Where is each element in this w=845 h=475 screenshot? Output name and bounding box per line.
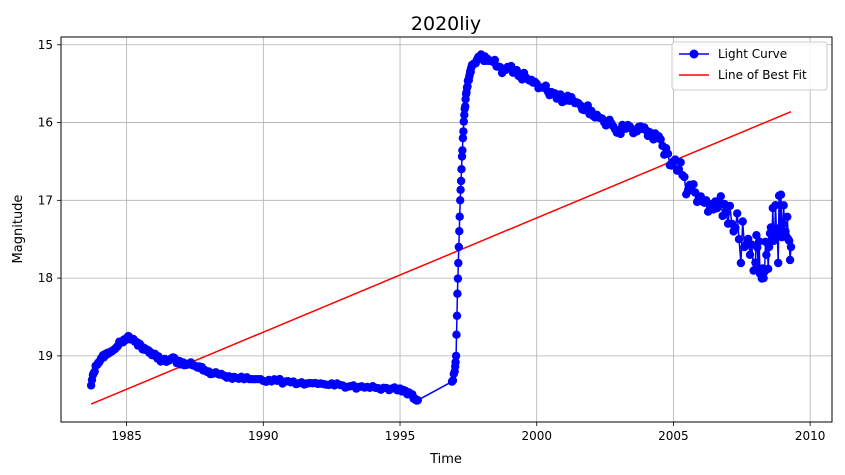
light-curve-point <box>751 258 760 267</box>
light-curve-point <box>456 196 465 205</box>
light-curve-point <box>771 201 780 210</box>
light-curve-point <box>458 133 468 143</box>
light-curve-point <box>731 223 740 233</box>
light-curve-point <box>663 149 673 158</box>
y-tick-label: 16 <box>38 116 53 130</box>
light-curve-point <box>448 376 458 385</box>
line-of-best-fit <box>90 110 792 405</box>
light-curve-point <box>736 258 746 268</box>
light-curve-point <box>460 110 469 120</box>
light-curve-point <box>461 102 470 111</box>
y-tick-label: 15 <box>38 38 53 52</box>
legend: Light Curve Line of Best Fit <box>671 41 828 91</box>
light-curve-point <box>783 212 792 221</box>
light-curve-point <box>456 176 466 186</box>
y-axis-ticks: 15 16 17 18 19 <box>38 38 61 363</box>
legend-light-curve-marker <box>689 49 699 59</box>
x-tick-label: 1990 <box>248 429 279 443</box>
x-tick-label: 2000 <box>521 429 552 443</box>
light-curve-line <box>90 52 792 402</box>
light-curve-point <box>734 235 744 244</box>
light-curve-point <box>754 237 764 246</box>
light-curve-point <box>759 273 768 283</box>
x-tick-label: 2005 <box>658 429 689 443</box>
y-tick-label: 19 <box>38 349 53 363</box>
light-curve-point <box>689 180 698 189</box>
light-curve-point <box>456 185 465 194</box>
light-curve-point <box>733 209 742 218</box>
light-curve-point <box>457 165 466 174</box>
light-curve-point <box>785 255 795 265</box>
fit-line <box>90 110 792 405</box>
light-curve-point <box>452 311 462 320</box>
light-curve-series <box>86 50 796 405</box>
light-curve-point <box>490 55 499 65</box>
legend-fit-label: Line of Best Fit <box>718 68 807 82</box>
light-curve-point <box>458 146 467 155</box>
light-curve-point <box>725 201 735 211</box>
light-curve-point <box>459 127 468 136</box>
light-curve-point <box>786 242 796 252</box>
legend-light-curve-label: Light Curve <box>718 47 787 61</box>
light-curve-point <box>774 258 783 268</box>
light-curve-point <box>455 212 464 221</box>
light-curve-point <box>676 158 685 167</box>
light-curve-point <box>656 135 665 144</box>
plot-frame <box>60 36 833 423</box>
light-curve-point <box>680 172 689 182</box>
light-curve-point <box>454 258 463 268</box>
x-axis-label: Time <box>429 452 462 467</box>
x-axis-ticks: 1985 1990 1995 2000 2005 2010 <box>111 422 825 443</box>
x-tick-label: 1985 <box>111 429 142 443</box>
chart-title: 2020liy <box>411 13 481 35</box>
y-tick-label: 18 <box>38 271 53 285</box>
light-curve-point <box>764 242 774 252</box>
y-tick-label: 17 <box>38 193 53 207</box>
legend-box <box>671 41 828 91</box>
light-curve-point <box>764 264 773 273</box>
light-curve-point <box>454 242 463 252</box>
light-curve-point <box>776 190 786 199</box>
light-curve-point <box>745 250 755 259</box>
y-axis-label: Magnitude <box>11 195 26 264</box>
x-tick-label: 2010 <box>795 429 826 443</box>
light-curve-point <box>453 274 463 283</box>
light-curve-point <box>762 250 771 259</box>
light-curve-point <box>413 396 422 405</box>
light-curve-point <box>452 330 461 339</box>
light-curve-point <box>451 351 461 361</box>
light-curve-point <box>722 208 731 217</box>
x-tick-label: 1995 <box>385 429 416 443</box>
light-curve-point <box>459 117 468 126</box>
light-curve-point <box>779 201 788 210</box>
light-curve-point <box>451 357 460 367</box>
light-curve-point <box>716 192 725 201</box>
light-curve-point <box>778 219 787 228</box>
light-curve-point <box>453 289 462 298</box>
light-curve-point <box>455 227 464 236</box>
light-curve-point <box>738 217 747 226</box>
light-curve-point <box>457 152 467 161</box>
